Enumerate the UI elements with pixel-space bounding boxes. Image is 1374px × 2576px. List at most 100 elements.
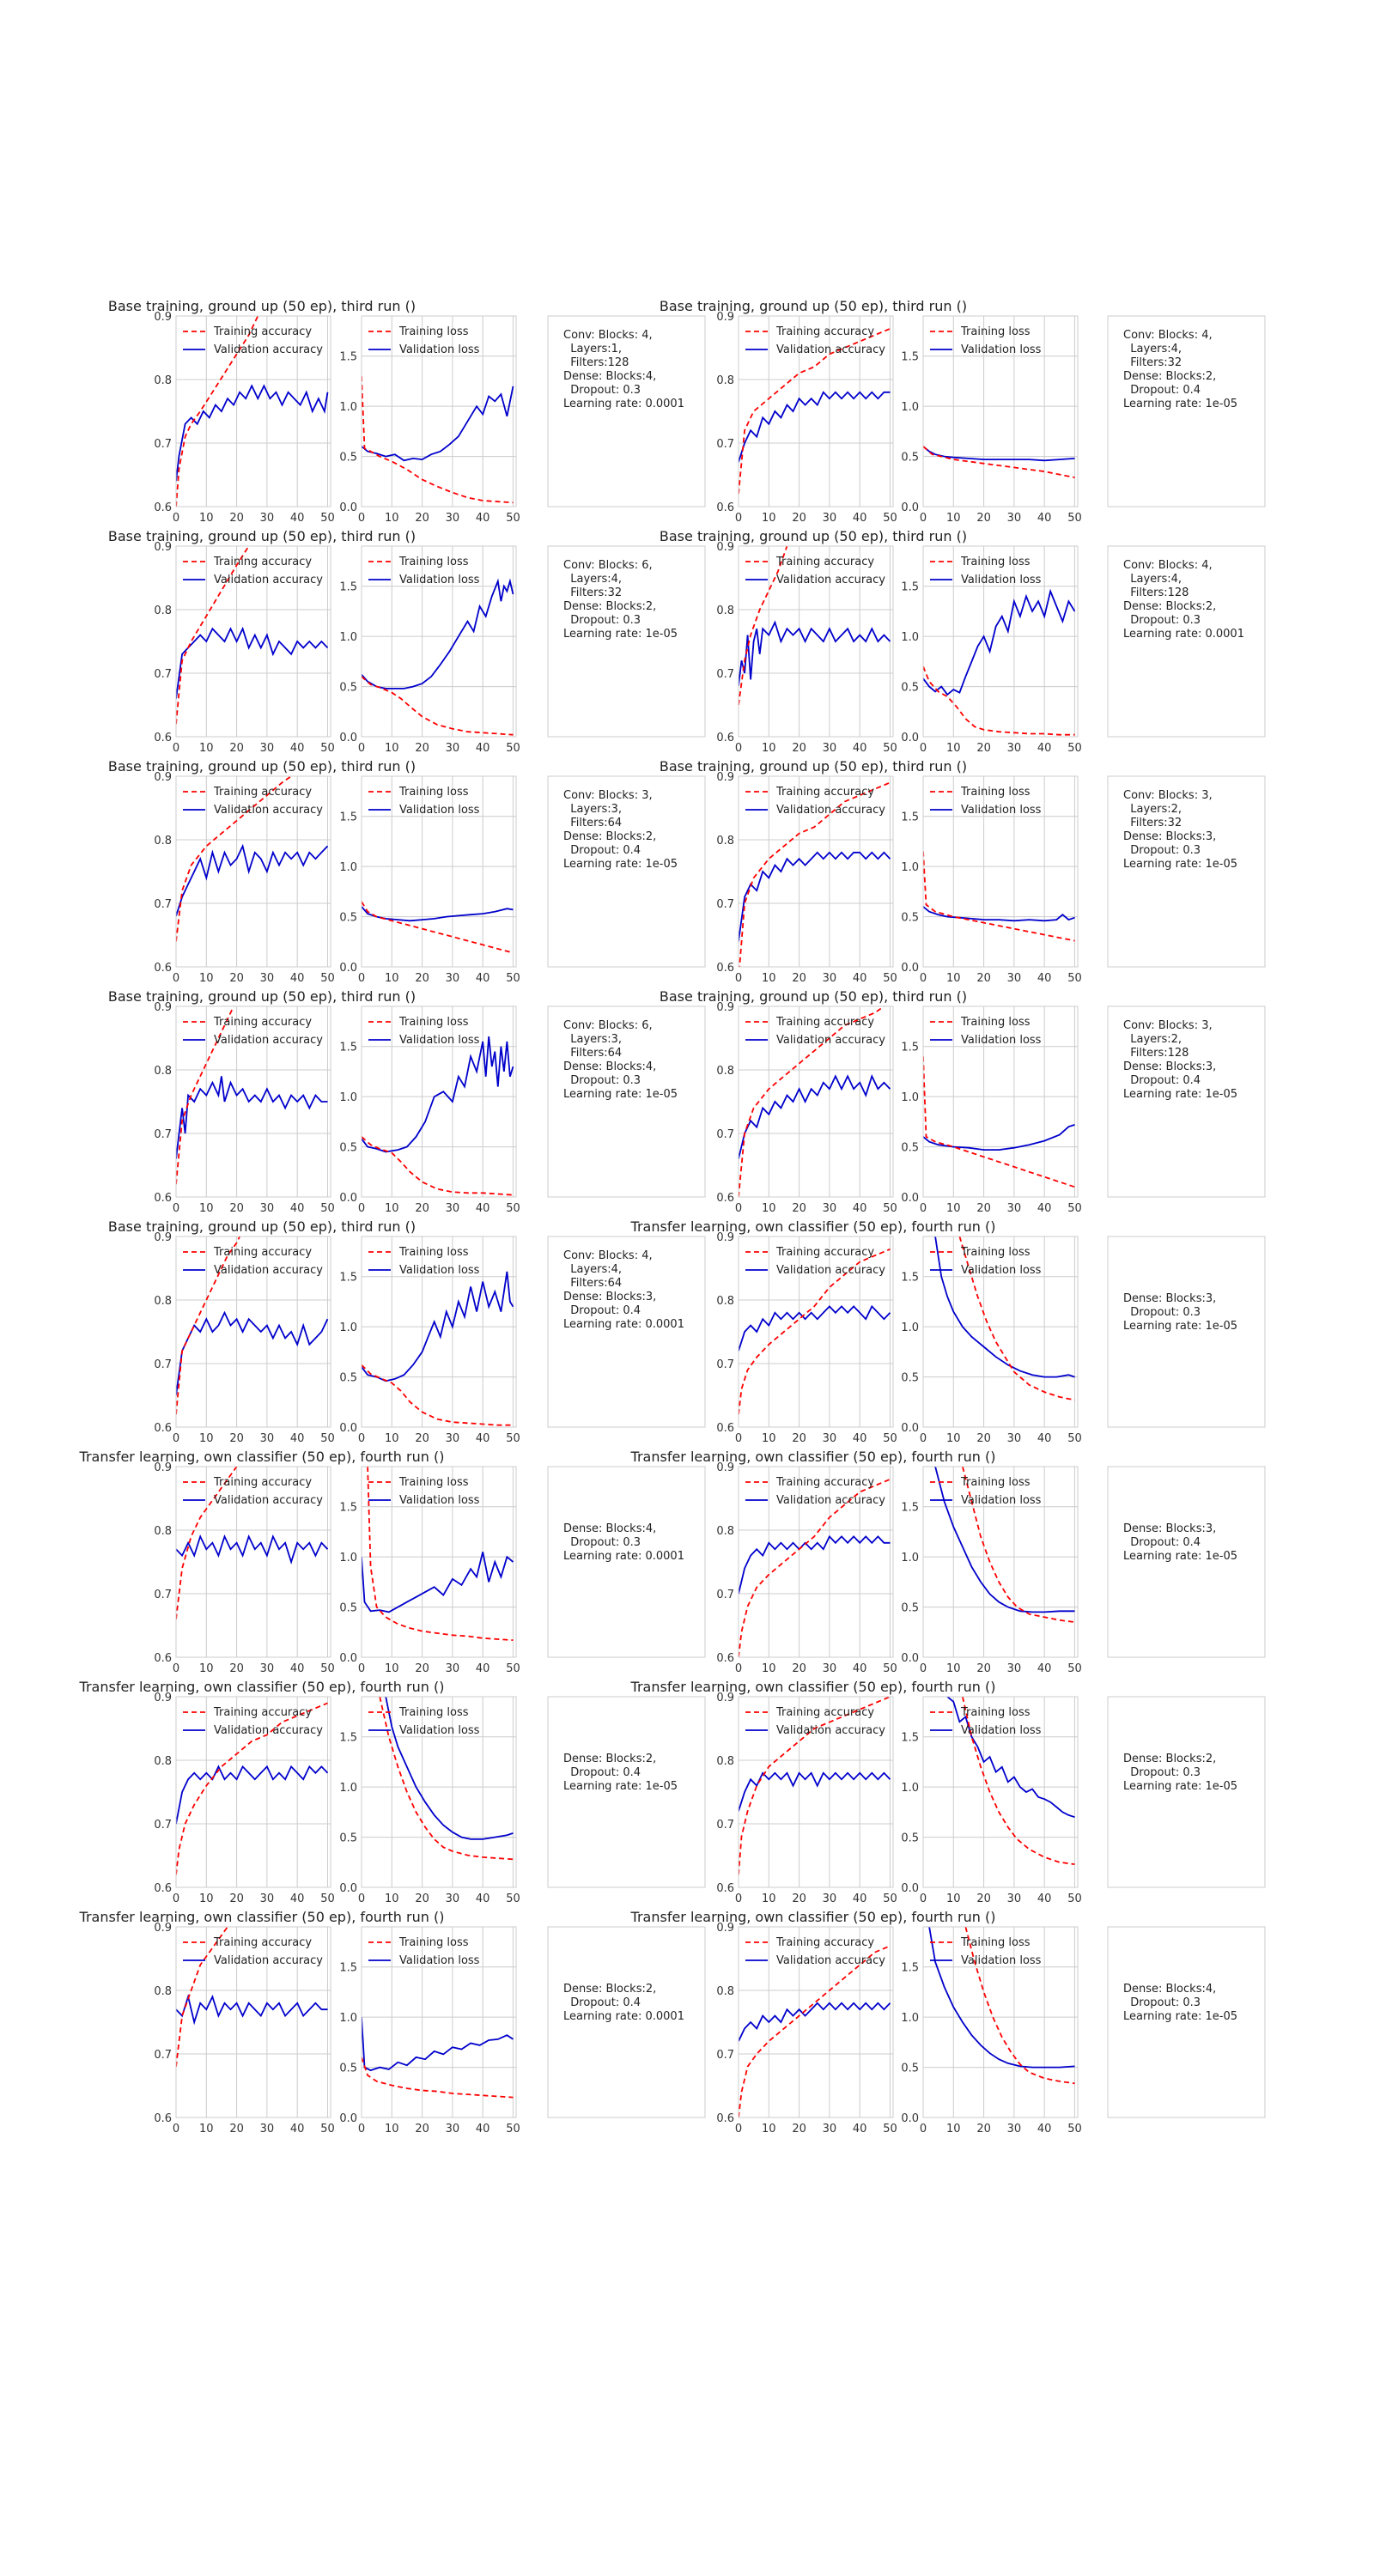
hyperparameter-panel: Conv: Blocks: 4, Layers:1, Filters:128De… bbox=[547, 315, 706, 507]
y-tick-label: 1.0 bbox=[901, 1782, 919, 1795]
y-tick-label: 0.0 bbox=[339, 1652, 357, 1665]
info-line: Learning rate: 0.0001 bbox=[563, 398, 684, 410]
legend-training-label: Training accuracy bbox=[213, 1016, 312, 1029]
axes-frame bbox=[922, 315, 1079, 507]
x-tick-label: 40 bbox=[1037, 2123, 1052, 2136]
info-line: Dropout: 0.3 bbox=[1123, 1306, 1201, 1319]
plot-title: Transfer learning, own classifier (50 ep… bbox=[630, 1218, 996, 1235]
training-series-line bbox=[923, 446, 1075, 478]
x-tick-label: 0 bbox=[735, 972, 742, 985]
x-tick-label: 30 bbox=[446, 742, 460, 755]
x-tick-label: 10 bbox=[762, 2123, 776, 2136]
y-tick-label: 0.8 bbox=[716, 1065, 734, 1078]
x-tick-label: 30 bbox=[260, 512, 275, 525]
info-line: Dropout: 0.3 bbox=[563, 1074, 641, 1087]
x-tick-label: 0 bbox=[920, 1432, 927, 1445]
x-tick-label: 50 bbox=[883, 972, 897, 985]
validation-series-line bbox=[362, 578, 514, 690]
y-tick-label: 1.5 bbox=[901, 1502, 919, 1515]
r3c1-acc-plot: 0 10 20 30 40 50 0.6 0.7 0.8 0.9 Training accuracy… bbox=[716, 1001, 897, 1215]
r2c0-loss-plot: 0 10 20 30 40 50 0.0 0.5 1.0 1.5 Training loss Vali… bbox=[339, 775, 520, 985]
x-tick-label: 20 bbox=[976, 1662, 991, 1675]
y-tick-label: 0.6 bbox=[716, 501, 734, 514]
info-line: Dropout: 0.4 bbox=[1123, 1536, 1201, 1549]
training-series-line bbox=[739, 1697, 891, 1875]
info-line: Dense: Blocks:3, bbox=[1123, 1292, 1216, 1305]
x-tick-label: 0 bbox=[735, 1893, 742, 1905]
legend-training-label: Training loss bbox=[398, 556, 469, 568]
info-frame bbox=[547, 1926, 706, 2118]
x-tick-label: 50 bbox=[883, 1432, 897, 1445]
x-tick-label: 20 bbox=[415, 2123, 429, 2136]
x-tick-label: 50 bbox=[1067, 1662, 1082, 1675]
x-tick-label: 30 bbox=[823, 512, 837, 525]
x-tick-label: 0 bbox=[358, 1662, 365, 1675]
x-tick-label: 0 bbox=[920, 742, 927, 755]
y-tick-label: 1.5 bbox=[339, 1042, 357, 1054]
x-tick-label: 50 bbox=[320, 2123, 335, 2136]
info-line: Conv: Blocks: 3, bbox=[1123, 789, 1213, 802]
info-line: Dense: Blocks:3, bbox=[1123, 1522, 1216, 1535]
x-tick-label: 30 bbox=[446, 1432, 460, 1445]
y-tick-label: 1.0 bbox=[339, 401, 357, 414]
x-tick-label: 0 bbox=[358, 2123, 365, 2136]
info-line: Dropout: 0.3 bbox=[563, 1536, 641, 1549]
y-tick-label: 0.8 bbox=[154, 1525, 172, 1538]
legend-validation-label: Validation accuracy bbox=[776, 1494, 885, 1507]
legend-training-label: Training accuracy bbox=[775, 1936, 874, 1949]
info-line: Conv: Blocks: 4, bbox=[563, 329, 653, 342]
x-tick-label: 0 bbox=[173, 1662, 179, 1675]
r4c1-loss-plot: 0 10 20 30 40 50 0.0 0.5 1.0 1.5 Training loss Vali… bbox=[901, 1236, 1082, 1445]
x-tick-label: 20 bbox=[415, 1432, 429, 1445]
axes-frame bbox=[361, 1236, 517, 1428]
training-series-line bbox=[362, 676, 514, 736]
r0c1-acc-plot: 0 10 20 30 40 50 0.6 0.7 0.8 0.9 Training accuracy… bbox=[716, 311, 897, 525]
training-series-line bbox=[739, 781, 891, 967]
validation-series-line bbox=[385, 1697, 514, 1840]
hyperparameter-panel: Conv: Blocks: 6, Layers:3, Filters:64Den… bbox=[547, 1005, 706, 1198]
y-tick-label: 1.0 bbox=[901, 631, 919, 644]
legend-training-label: Training loss bbox=[398, 1936, 469, 1949]
x-tick-label: 50 bbox=[1067, 1893, 1082, 1905]
info-line: Layers:1, bbox=[563, 343, 622, 355]
r6c1-acc-plot: 0 10 20 30 40 50 0.6 0.7 0.8 0.9 Training accuracy… bbox=[716, 1692, 897, 1905]
legend-validation-label: Validation accuracy bbox=[214, 1954, 323, 1967]
x-tick-label: 30 bbox=[823, 742, 837, 755]
training-series-line bbox=[739, 327, 891, 495]
x-tick-label: 10 bbox=[946, 1893, 961, 1905]
series-group bbox=[379, 1697, 514, 1861]
series-group bbox=[928, 1927, 1075, 2085]
legend-training-label: Training accuracy bbox=[213, 1936, 312, 1949]
validation-series-line bbox=[923, 588, 1076, 696]
axes-frame bbox=[361, 775, 517, 968]
legend-training-label: Training loss bbox=[960, 786, 1030, 799]
validation-series-line bbox=[739, 1304, 891, 1352]
axes-frame bbox=[922, 1926, 1079, 2118]
x-tick-label: 10 bbox=[946, 1202, 961, 1215]
training-series-line bbox=[362, 1364, 514, 1426]
legend-training-label: Training loss bbox=[398, 786, 469, 799]
x-tick-label: 20 bbox=[976, 1893, 991, 1905]
y-tick-label: 0.7 bbox=[154, 1589, 172, 1601]
x-tick-label: 40 bbox=[853, 972, 867, 985]
legend-training-label: Training accuracy bbox=[775, 1016, 874, 1029]
axes-frame bbox=[361, 1696, 517, 1888]
legend-training-label: Training loss bbox=[960, 1936, 1030, 1949]
info-frame bbox=[1107, 315, 1266, 507]
r1c0-acc-plot: 0 10 20 30 40 50 0.6 0.7 0.8 0.9 Training accuracy… bbox=[154, 541, 334, 755]
axes-frame bbox=[175, 1926, 331, 2118]
x-tick-label: 30 bbox=[260, 1893, 275, 1905]
training-series-line bbox=[176, 1006, 234, 1185]
series-group bbox=[739, 1697, 891, 1875]
series-group bbox=[739, 1006, 891, 1197]
y-tick-label: 0.9 bbox=[716, 1001, 734, 1014]
validation-series-line bbox=[176, 1765, 329, 1825]
x-tick-label: 30 bbox=[823, 2123, 837, 2136]
x-tick-label: 30 bbox=[1007, 972, 1022, 985]
x-tick-label: 40 bbox=[290, 972, 305, 985]
x-tick-label: 0 bbox=[173, 2123, 179, 2136]
axes-frame bbox=[175, 775, 331, 968]
x-tick-label: 20 bbox=[229, 1662, 244, 1675]
